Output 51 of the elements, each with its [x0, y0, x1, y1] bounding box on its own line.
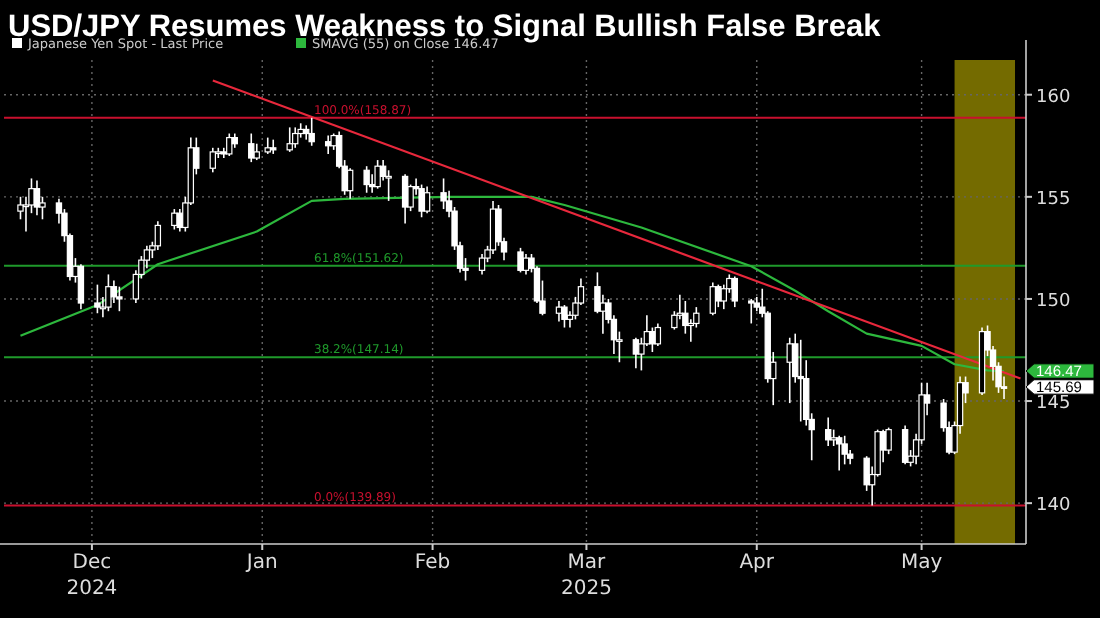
line-series — [19, 195, 1006, 373]
candlestick — [346, 167, 354, 200]
candlestick — [171, 208, 178, 231]
candlestick — [374, 159, 381, 190]
candlestick — [654, 322, 662, 347]
candlestick — [786, 336, 793, 404]
candlestick — [715, 283, 722, 308]
candlestick — [682, 300, 689, 335]
y-tick-label: 150 — [1036, 291, 1071, 312]
x-tick-label: May — [900, 552, 943, 574]
candlestick — [105, 273, 112, 312]
candlestick — [154, 220, 162, 251]
x-tick-label: Jan — [244, 552, 278, 574]
y-tick-label: 155 — [1036, 189, 1071, 210]
y-tick-label: 145 — [1036, 393, 1071, 414]
candlestick — [797, 338, 804, 423]
candlestick — [731, 275, 738, 308]
y-tick-label: 140 — [1036, 495, 1071, 516]
candlestick — [33, 179, 41, 217]
candlestick — [418, 183, 425, 219]
candlestick — [517, 247, 524, 274]
candlestick — [116, 285, 123, 312]
candlestick — [841, 434, 848, 466]
candlestick — [248, 132, 255, 163]
candlestick — [407, 183, 414, 212]
candlestick — [308, 116, 315, 147]
candlestick — [209, 147, 216, 174]
candlestick — [77, 263, 85, 310]
candlestick — [110, 279, 118, 304]
candlestick — [94, 283, 101, 315]
x-tick-label: Mar — [567, 552, 608, 574]
y-tick-label: 160 — [1036, 87, 1071, 108]
candlestick — [901, 424, 909, 466]
text: 2024 — [66, 578, 118, 600]
candlestick — [561, 304, 568, 329]
candlestick — [440, 177, 447, 210]
candlestick — [292, 126, 299, 149]
candlestick — [286, 126, 293, 153]
candlestick — [649, 326, 656, 353]
candlestick — [39, 196, 46, 221]
candlestick — [226, 132, 233, 157]
candlestick — [423, 185, 431, 214]
candlestick — [835, 434, 843, 472]
x-tick-label: Feb — [414, 552, 451, 574]
candlestick — [478, 253, 486, 276]
x-tick-label: Dec — [72, 552, 112, 574]
candlestick — [748, 298, 755, 325]
text: 2025 — [560, 578, 612, 600]
candlestick — [363, 165, 370, 194]
candlestick — [885, 426, 892, 455]
x-tick-label: Apr — [739, 552, 776, 574]
